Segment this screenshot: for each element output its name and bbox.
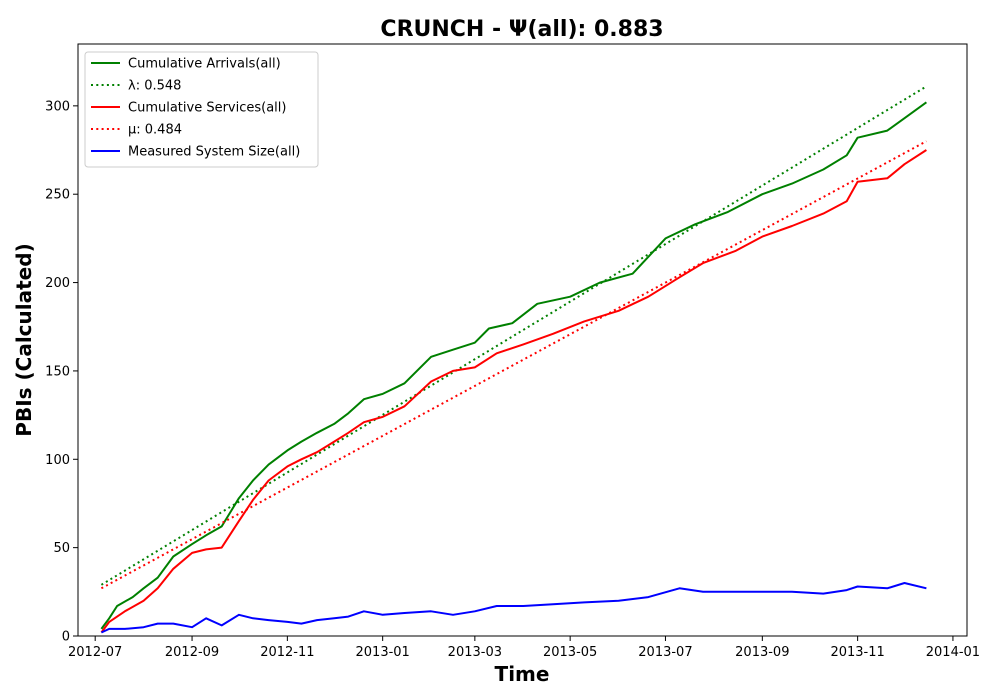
series-line-cumulative-services-all — [100, 149, 927, 634]
x-tick-label: 2013-09 — [735, 645, 789, 660]
x-axis-label: Time — [495, 662, 550, 686]
axes: 0 50 100 150 200 250 300 2012-07 2012-09 2012-11 2… — [45, 43, 980, 660]
plot-area — [100, 85, 927, 634]
legend-label-0-484: μ: 0.484 — [128, 123, 182, 138]
y-tick-label: 100 — [45, 453, 70, 468]
legend-label-measured-system-size-all: Measured System Size(all) — [128, 145, 300, 160]
legend-label-0-548: λ: 0.548 — [128, 79, 181, 94]
y-axis-label: PBIs (Calculated) — [12, 243, 36, 436]
x-tick-label: 2013-03 — [448, 645, 502, 660]
y-tick-label: 250 — [45, 188, 70, 203]
x-tick-label: 2013-11 — [830, 645, 884, 660]
legend-label-cumulative-services-all: Cumulative Services(all) — [128, 101, 286, 116]
x-tick-label: 2012-07 — [68, 645, 122, 660]
plot-frame — [77, 43, 968, 637]
legend-label-cumulative-arrivals-all: Cumulative Arrivals(all) — [128, 57, 281, 72]
y-tick-label: 150 — [45, 364, 70, 379]
y-tick-label: 0 — [62, 630, 70, 645]
y-tick-label: 200 — [45, 276, 70, 291]
y-tick-label: 50 — [53, 541, 70, 556]
x-tick-label: 2013-07 — [638, 645, 692, 660]
series-line-cumulative-arrivals-all — [100, 101, 927, 630]
series-line-0-548 — [100, 85, 927, 586]
x-tick-label: 2013-05 — [543, 645, 597, 660]
x-tick-label: 2012-09 — [165, 645, 219, 660]
x-tick-label: 2013-01 — [356, 645, 410, 660]
x-tick-label: 2014-01 — [926, 645, 980, 660]
series-line-measured-system-size-all — [100, 582, 927, 634]
y-tick-label: 300 — [45, 99, 70, 114]
x-tick-label: 2012-11 — [260, 645, 314, 660]
chart-title: CRUNCH - Ψ(all): 0.883 — [380, 17, 663, 42]
legend-box — [84, 51, 319, 168]
legend: Cumulative Arrivals(all) λ: 0.548 Cumulati… — [84, 51, 319, 168]
